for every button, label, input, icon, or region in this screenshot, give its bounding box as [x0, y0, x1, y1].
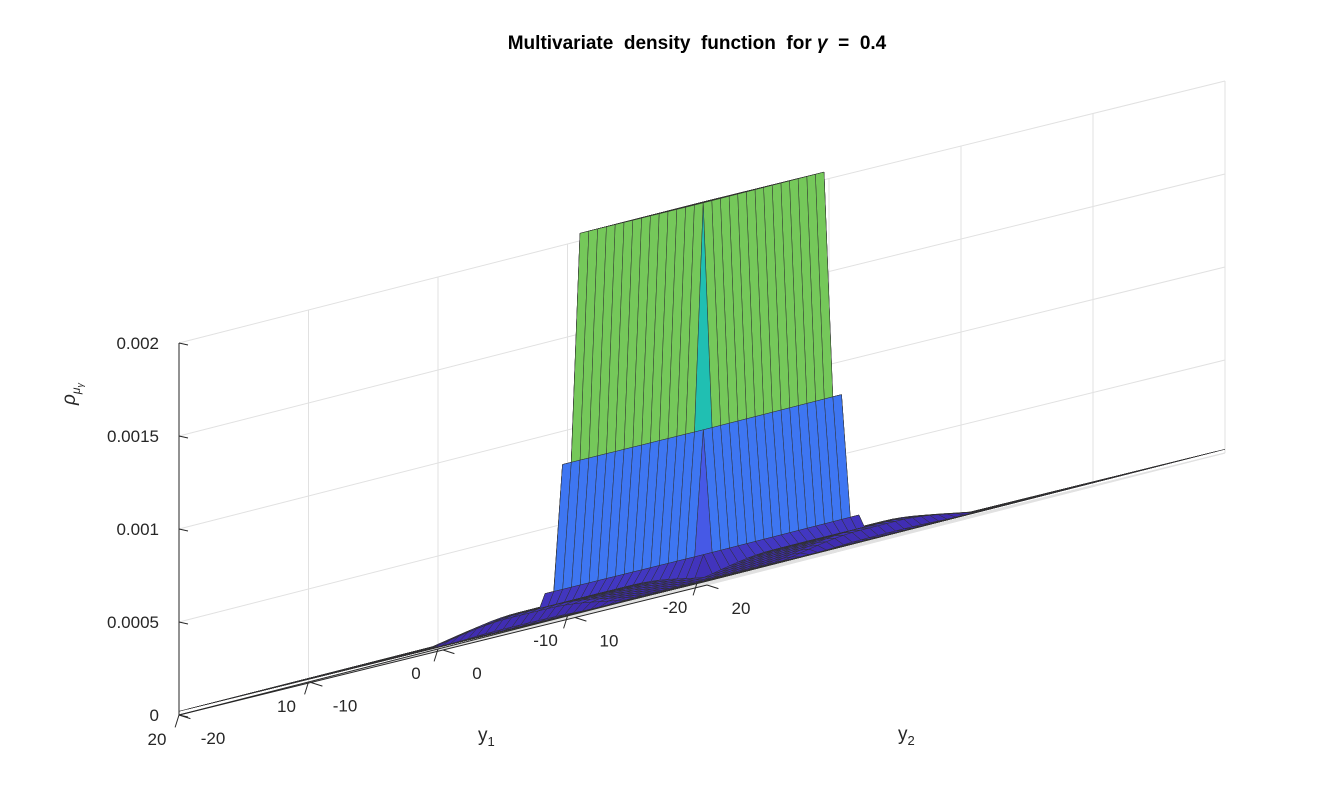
- z-tick-mark: [178, 528, 189, 532]
- gridline-y-floor-1: [310, 550, 830, 683]
- x-tick-mark: [304, 681, 309, 695]
- tick-labels: -20 -10 0 10 20 -20 -10 0 10 20 0 0.0005 0.001 0.0015…: [107, 334, 750, 749]
- y-tick-mark: [442, 649, 455, 655]
- y-tick-mark: [706, 584, 719, 590]
- x-tick-label: 10: [277, 697, 296, 716]
- y-tick-label: -20: [201, 729, 226, 748]
- y-tick-mark: [574, 617, 587, 622]
- z-tick-label: 0: [150, 706, 159, 725]
- x-tick-label: 0: [411, 664, 420, 683]
- z-axis-label: ρμγ: [59, 383, 85, 406]
- y-tick-label: 0: [472, 664, 481, 683]
- z-tick-mark: [178, 621, 189, 625]
- density-surface: [178, 171, 1226, 712]
- x-tick-label: -10: [533, 631, 558, 650]
- z-tick-label: 0.0005: [107, 613, 159, 632]
- z-tick-mark: [178, 342, 189, 346]
- gridline-y-floor-2: [442, 517, 962, 651]
- z-tick-label: 0.002: [116, 334, 159, 353]
- chart-title: Multivariate density function for γ = 0.…: [508, 33, 887, 54]
- z-tick-label: 0.001: [116, 520, 159, 539]
- x-tick-mark: [174, 714, 180, 728]
- z-tick-mark: [178, 714, 189, 718]
- y-tick-label: -10: [333, 697, 358, 716]
- x-tick-label: 20: [148, 730, 167, 749]
- z-tick-label: 0.0015: [107, 427, 159, 446]
- surface-facet: [697, 578, 716, 584]
- gridline-y-floor-3: [574, 485, 1094, 618]
- gridline-y-floor-4: [706, 452, 1226, 586]
- x-tick-label: -20: [663, 598, 688, 617]
- y-tick-label: 20: [732, 599, 751, 618]
- x-tick-mark: [563, 615, 568, 629]
- x-tick-mark: [433, 648, 439, 662]
- y-tick-label: 10: [600, 632, 619, 651]
- x-axis-label: y1: [478, 725, 495, 749]
- z-tick-mark: [178, 435, 189, 439]
- x-tick-mark: [692, 582, 698, 596]
- y-tick-mark: [310, 682, 323, 687]
- y-axis-label: y2: [898, 724, 915, 748]
